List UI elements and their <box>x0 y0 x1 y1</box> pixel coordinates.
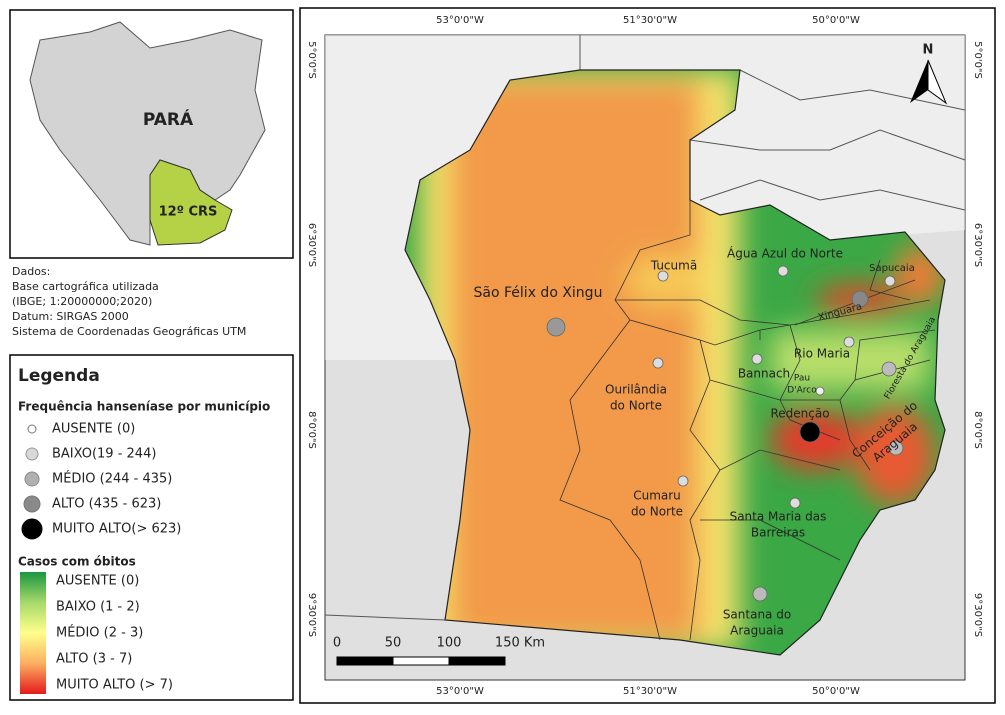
municipality-marker <box>652 357 664 369</box>
legend-symbol <box>24 471 40 487</box>
legend-label: AUSENTE (0) <box>56 574 139 589</box>
municipality-marker <box>815 386 825 396</box>
municipality-marker <box>843 336 855 348</box>
coordinate-label: 51°30'0"W <box>623 686 677 697</box>
legend-label: BAIXO (1 - 2) <box>56 600 140 615</box>
legend-label: ALTO (3 - 7) <box>56 652 132 667</box>
municipality-label: Bannach <box>738 367 790 381</box>
municipality-label: Água Azul do Norte <box>727 246 843 261</box>
municipality-marker <box>751 353 763 365</box>
coordinate-label: 50°0'0"W <box>812 686 860 697</box>
legend-symbols: AUSENTE (0) BAIXO(19 - 244) MÉDIO (244 - 4… <box>21 422 181 540</box>
note-line: (IBGE; 1:20000000;2020) <box>12 295 152 308</box>
region-outline <box>404 69 946 656</box>
scale-label: 50 <box>385 636 402 651</box>
legend-subtitle: Frequência hanseníase por município <box>18 400 270 414</box>
coordinate-label: 50°0'0"W <box>812 15 860 26</box>
coordinate-label: 9°30'0"S <box>306 593 317 637</box>
legend-symbol <box>23 495 41 513</box>
north-arrow-right <box>927 59 948 105</box>
coordinate-label: 9°30'0"S <box>972 593 983 637</box>
region-label: 12º CRS <box>159 205 218 220</box>
north-arrow-left <box>910 60 928 103</box>
municipal-borders <box>559 200 936 641</box>
legend-gradient <box>20 572 46 694</box>
legend-frame <box>9 354 294 701</box>
legend-symbol <box>25 447 39 461</box>
legend-label: ALTO (435 - 623) <box>52 497 161 512</box>
municipality-label: Santa Maria das <box>730 510 827 524</box>
legend-label: MÉDIO (2 - 3) <box>56 625 143 641</box>
coordinates: 53°0'0"W 51°30'0"W 50°0'0"W 53°0'0"W 51°30'0… <box>306 15 983 697</box>
coordinate-label: 8°0'0"S <box>306 411 317 449</box>
municipality-marker <box>777 265 789 277</box>
municipality-marker <box>677 475 689 487</box>
neighbor-area <box>325 35 965 360</box>
legend-label: MUITO ALTO (> 7) <box>56 678 173 693</box>
coordinate-label: 53°0'0"W <box>436 686 484 697</box>
scale-label: 150 Km <box>495 636 545 651</box>
municipality-marker <box>881 361 897 377</box>
coordinate-label: 51°30'0"W <box>623 15 677 26</box>
data-notes: Dados: Base cartográfica utilizada (IBGE; … <box>12 265 246 338</box>
scale-segment <box>448 656 506 666</box>
note-line: Sistema de Coordenadas Geográficas UTM <box>12 325 246 338</box>
north-arrow: N <box>910 43 948 105</box>
municipality-marker <box>888 440 904 456</box>
legend-label: AUSENTE (0) <box>52 422 135 437</box>
neighbor-borders <box>324 35 966 621</box>
municipality-label: Cumaru <box>633 489 681 503</box>
municipality-marker <box>799 421 821 443</box>
municipality-label: Barreiras <box>751 526 805 540</box>
municipality-label: São Félix do Xingu <box>474 285 603 301</box>
municipality-label: Araguaia <box>730 624 784 638</box>
legend-label: MÉDIO (244 - 435) <box>52 471 172 487</box>
scale-segment <box>392 656 450 666</box>
note-line: Base cartográfica utilizada <box>12 280 159 293</box>
coordinate-label: 6°30'0"S <box>306 223 317 267</box>
coordinate-label: 5°0'0"S <box>972 41 983 79</box>
state-label: PARÁ <box>143 108 194 130</box>
municipality-label: Redenção <box>770 407 829 421</box>
municipality-marker <box>657 270 669 282</box>
municipality-marker <box>789 497 801 509</box>
municipality-label: Pau <box>794 374 810 384</box>
municipality-marker <box>752 586 768 602</box>
legend-subtitle: Casos com óbitos <box>18 555 136 569</box>
municipality-marker <box>851 290 869 308</box>
scale-label: 100 <box>437 636 462 651</box>
scale-bar <box>336 656 506 666</box>
municipality-label: do Norte <box>610 399 662 413</box>
coordinate-label: 6°30'0"S <box>972 223 983 267</box>
municipality-label: D'Arco <box>787 386 817 396</box>
legend-gradient-labels: AUSENTE (0) BAIXO (1 - 2) MÉDIO (2 - 3) ALT… <box>56 574 173 693</box>
region-shape <box>149 159 233 246</box>
heat-zone <box>450 80 700 640</box>
scale-labels: 0 50 100 150 Km <box>333 636 545 651</box>
scale-segment <box>336 656 394 666</box>
municipality-label: Santana do <box>723 608 791 622</box>
municipality-label: Tucumã <box>650 259 697 273</box>
legend-symbol <box>27 424 37 434</box>
municipality-label: do Norte <box>631 505 683 519</box>
north-label: N <box>923 43 934 58</box>
note-line: Datum: SIRGAS 2000 <box>12 310 129 323</box>
municipality-marker <box>884 275 896 287</box>
municipality-label: Rio Maria <box>794 347 850 361</box>
legend-symbol <box>21 518 43 540</box>
municipality-label: Sapucaia <box>869 263 915 274</box>
municipality-label: Ourilândia <box>605 383 667 397</box>
coordinate-label: 53°0'0"W <box>436 15 484 26</box>
scale-label: 0 <box>333 636 341 651</box>
coordinate-label: 5°0'0"S <box>306 41 317 79</box>
legend-title: Legenda <box>18 366 100 386</box>
coordinate-label: 8°0'0"S <box>972 411 983 449</box>
note-line: Dados: <box>12 265 50 278</box>
municipality-marker <box>546 317 566 337</box>
legend-label: BAIXO(19 - 244) <box>52 447 156 462</box>
legend-label: MUITO ALTO(> 623) <box>52 522 181 537</box>
